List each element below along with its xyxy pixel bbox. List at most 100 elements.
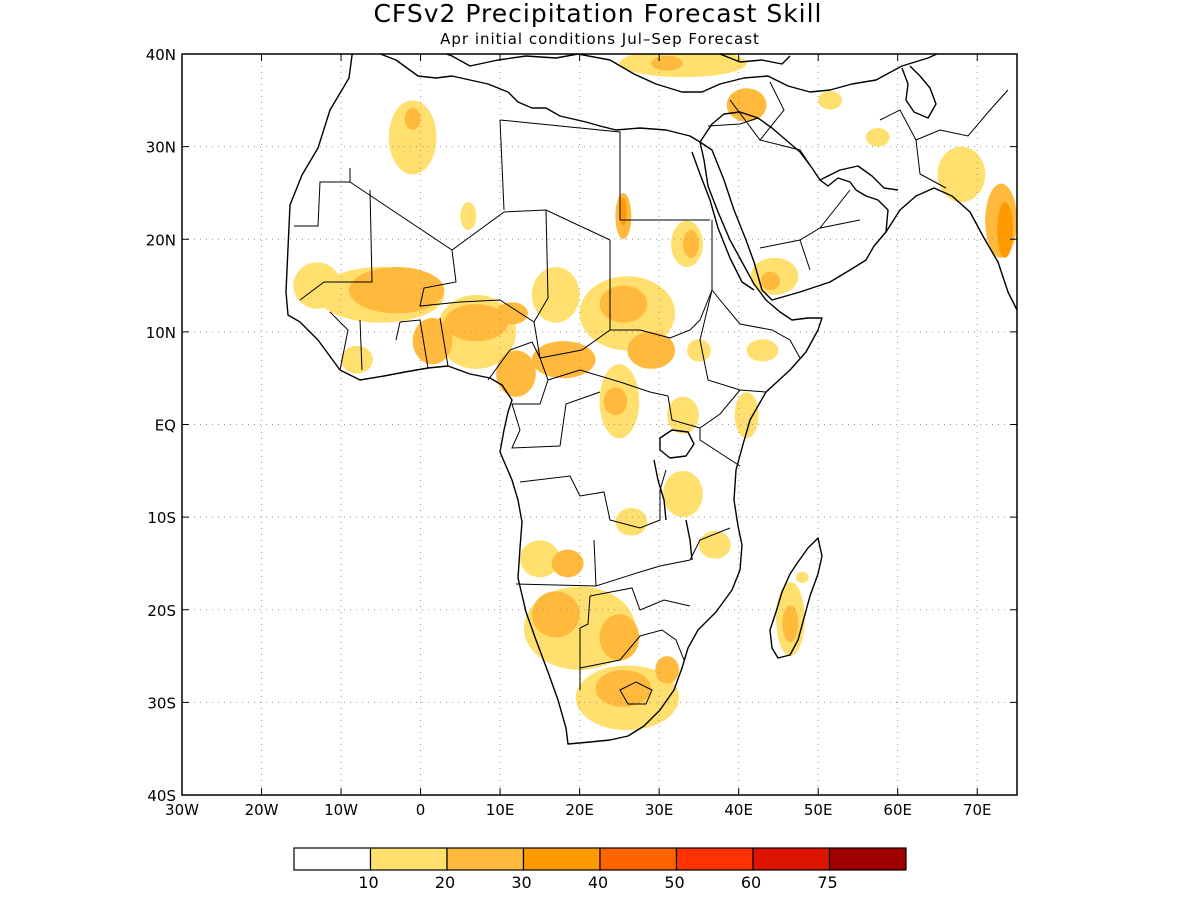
tick-label-lon-10E: 10E (486, 801, 515, 819)
colorbar-label-30: 30 (511, 873, 531, 892)
skill-region-levant (726, 88, 767, 122)
skill-region-tanzania (663, 470, 703, 518)
border-iran-pakistan (879, 89, 1009, 189)
border-lesotho (619, 681, 653, 705)
border-egypt-sudan (619, 132, 710, 221)
skill-region-egypt-west-core (620, 197, 627, 226)
colorbar-swatch-6 (752, 847, 831, 871)
tick-label-lat-10N: 10N (146, 324, 176, 342)
colorbar-swatch-5 (675, 847, 754, 871)
arabian-peninsula-coastline (699, 111, 889, 301)
colorbar-label-75: 75 (817, 873, 837, 892)
tick-label-lat-20S: 20S (147, 602, 176, 620)
border-arabia (759, 189, 861, 271)
skill-region-iran-south (865, 128, 890, 147)
lake-malawi (685, 519, 693, 561)
lake-tanganyika (653, 459, 667, 521)
africa-coastline (285, 54, 823, 745)
black-sea-coastline (719, 54, 791, 65)
tick-label-lat-40N: 40N (146, 46, 176, 64)
skill-region-ethiopia-east (746, 339, 779, 362)
skill-region-nigeria-core (444, 304, 509, 342)
tick-label-lon-20E: 20E (565, 801, 594, 819)
border-congo-drc (511, 391, 601, 449)
tick-label-lon-20W: 20W (245, 801, 279, 819)
skill-region-ethiopia-west (686, 339, 711, 362)
colorbar-label-60: 60 (741, 873, 761, 892)
skill-region-botswana-core (599, 614, 640, 661)
skill-region-namibia-core (531, 591, 580, 638)
skill-region-india-west-core (997, 202, 1014, 258)
coastlines-layer (285, 54, 1017, 745)
red-sea-west-coast (691, 151, 755, 291)
skill-region-pakistan-india (937, 146, 986, 203)
border-ethiopia (699, 289, 801, 393)
tick-label-lat-40S: 40S (147, 787, 176, 805)
tick-label-lon-50E: 50E (804, 801, 833, 819)
skill-region-angola-central (519, 540, 560, 578)
skill-region-sudan-north-core (683, 229, 699, 258)
border-east-africa (667, 389, 741, 467)
map-title: CFSv2 Precipitation Forecast Skill (373, 0, 822, 28)
caspian-sea-coastline (901, 65, 937, 119)
skill-region-mediterranean-core (651, 55, 683, 71)
skill-region-mozambique-north (698, 531, 731, 559)
lake-victoria (659, 429, 695, 459)
skill-region-chad (531, 267, 580, 323)
skill-region-yemen-core (760, 271, 781, 291)
skill-region-algeria-south (460, 202, 477, 230)
tick-label-lon-60E: 60E (883, 801, 912, 819)
skill-region-sudan-core (599, 285, 648, 323)
border-nigeria-cameroon (487, 341, 549, 405)
tick-label-lon-30E: 30E (645, 801, 674, 819)
border-mauritania-mali (294, 168, 351, 227)
border-mali-burkina (299, 189, 373, 301)
skill-region-madagascar-core (782, 605, 799, 643)
skill-region-ghana-togo (412, 317, 453, 365)
tick-label-lon-30W: 30W (165, 801, 199, 819)
tick-label-lat-20N: 20N (146, 231, 176, 249)
colorbar-label-20: 20 (435, 873, 455, 892)
map-area (182, 54, 1017, 795)
europe-mediterranean-coastline (444, 54, 939, 93)
skill-shading-layer (293, 54, 1017, 731)
skill-region-morocco-algeria (388, 100, 437, 175)
border-car-drc (547, 369, 669, 397)
skill-region-south-africa-east (655, 656, 680, 684)
tick-label-lon-40E: 40E (724, 801, 753, 819)
border-drc-south (519, 469, 667, 529)
colorbar-swatch-1 (369, 847, 448, 871)
colorbar-swatch-3 (522, 847, 601, 871)
skill-region-morocco-algeria-core (404, 107, 421, 130)
border-west-africa-coastal (329, 311, 449, 371)
border-namibia-botswana (579, 587, 641, 690)
skill-region-madagascar-north (795, 571, 809, 583)
skill-region-drc-north-core (603, 387, 628, 416)
colorbar-label-40: 40 (588, 873, 608, 892)
colorbar: 10 20 30 40 50 60 75 (293, 847, 907, 892)
skill-region-angola-core (551, 549, 584, 578)
colorbar-label-10: 10 (358, 873, 378, 892)
colorbar-swatch-7 (828, 847, 907, 871)
axis-ticks: 30W 20W 10W 0 10E 20E 30E 40E 50E 60E 70E 40N 30N 20N… (146, 46, 1017, 819)
tick-label-lat-30N: 30N (146, 139, 176, 157)
border-algeria-mali-niger (349, 181, 611, 251)
persian-gulf-coast (819, 165, 899, 191)
tick-label-lon-0: 0 (416, 801, 426, 819)
skill-region-uganda (667, 396, 699, 434)
border-niger-nigeria (419, 249, 535, 323)
colorbar-label-50: 50 (664, 873, 684, 892)
border-southern-africa (579, 599, 691, 669)
madagascar-coastline (769, 537, 823, 659)
country-borders-layer (294, 81, 1009, 705)
tick-label-lat-EQ: EQ (155, 417, 176, 435)
skill-region-guinea-coast-west (341, 345, 373, 374)
border-namibia-angola (515, 583, 597, 587)
skill-region-cameroon (496, 350, 536, 397)
colorbar-swatch-2 (446, 847, 525, 871)
skill-region-mediterranean-north (619, 54, 747, 78)
border-middle-east (707, 81, 813, 169)
asia-coastline (885, 187, 1017, 312)
colorbar-swatch-0 (293, 847, 372, 871)
